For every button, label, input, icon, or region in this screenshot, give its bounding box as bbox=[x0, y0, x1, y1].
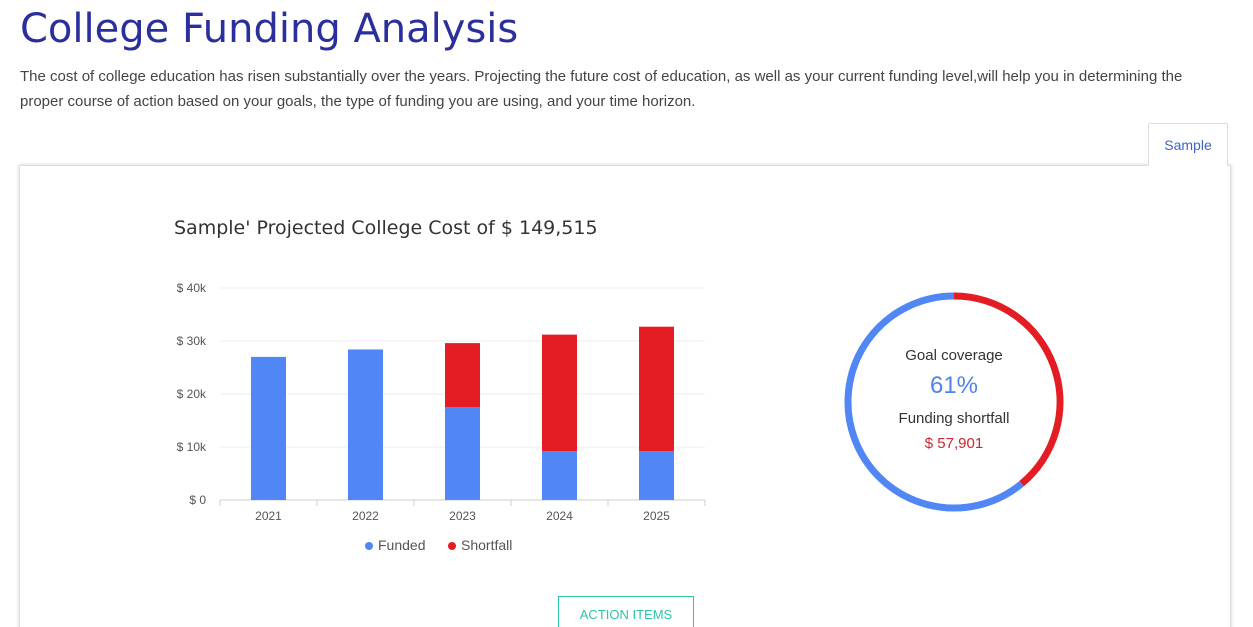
goal-coverage-donut: Goal coverage 61% Funding shortfall $ 57… bbox=[838, 286, 1070, 518]
x-tick-label: 2025 bbox=[643, 509, 670, 523]
bar-shortfall-2025 bbox=[639, 326, 674, 452]
funding-shortfall-label: Funding shortfall bbox=[898, 410, 1010, 427]
x-tick-label: 2024 bbox=[546, 509, 573, 523]
funding-shortfall-value: $ 57,901 bbox=[924, 435, 984, 452]
y-tick-label: $ 0 bbox=[189, 493, 206, 507]
bar-funded-2025 bbox=[639, 451, 674, 500]
tab-sample[interactable]: Sample bbox=[1148, 123, 1228, 166]
x-tick-label: 2022 bbox=[352, 509, 379, 523]
bar-shortfall-2023 bbox=[445, 343, 480, 408]
legend-marker-shortfall bbox=[448, 542, 456, 550]
goal-coverage-label: Goal coverage bbox=[905, 347, 1003, 364]
y-tick-label: $ 10k bbox=[177, 440, 207, 454]
x-tick-label: 2021 bbox=[255, 509, 282, 523]
page-title: College Funding Analysis bbox=[20, 6, 519, 52]
projected-cost-bar-chart: $ 0 $ 10k $ 20k $ 30k $ 40k 2021 2022 2023 2024 2… bbox=[177, 281, 706, 553]
x-tick-label: 2023 bbox=[449, 509, 476, 523]
goal-coverage-value: 61% bbox=[929, 372, 979, 399]
legend-label-funded: Funded bbox=[378, 537, 425, 553]
donut-slice-funded bbox=[844, 292, 1024, 512]
bar-funded-2024 bbox=[542, 451, 577, 500]
bar-funded-2023 bbox=[445, 407, 480, 500]
bar-shortfall-2024 bbox=[542, 334, 577, 452]
y-tick-label: $ 40k bbox=[177, 281, 207, 295]
intro-paragraph: The cost of college education has risen … bbox=[20, 68, 1183, 110]
legend-marker-funded bbox=[365, 542, 373, 550]
analysis-card: Sample' Projected College Cost of $ 149,… bbox=[19, 165, 1231, 627]
chart-title: Sample' Projected College Cost of $ 149,… bbox=[174, 217, 598, 239]
legend-label-shortfall: Shortfall bbox=[461, 537, 512, 553]
y-tick-label: $ 30k bbox=[177, 334, 207, 348]
y-tick-label: $ 20k bbox=[177, 387, 207, 401]
donut-slice-shortfall bbox=[953, 292, 1064, 487]
donut-chart bbox=[844, 292, 1064, 512]
bar-funded-2022 bbox=[348, 349, 383, 500]
bar-funded-2021 bbox=[251, 356, 286, 500]
action-items-button[interactable]: ACTION ITEMS bbox=[558, 596, 694, 627]
